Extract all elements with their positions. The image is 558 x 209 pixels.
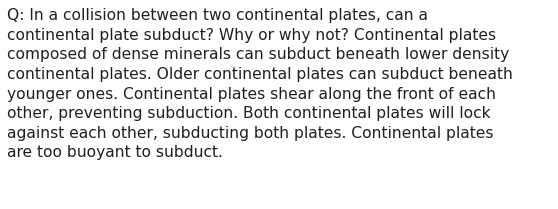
Text: Q: In a collision between two continental plates, can a
continental plate subduc: Q: In a collision between two continenta… [7,8,513,160]
